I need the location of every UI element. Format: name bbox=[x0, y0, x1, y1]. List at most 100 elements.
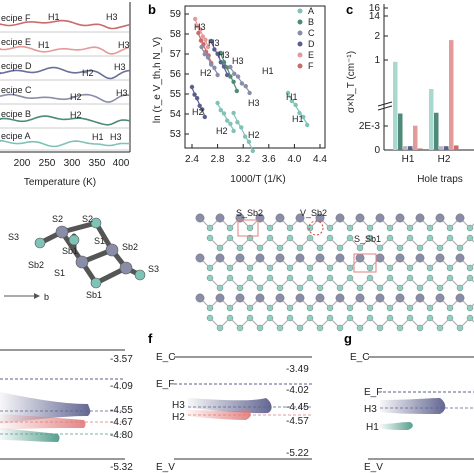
f-ef: E_F bbox=[156, 379, 174, 390]
lattice-atom bbox=[375, 253, 385, 263]
lattice-atom bbox=[386, 314, 394, 322]
b-data-point bbox=[197, 103, 202, 109]
b-ytick-label: 54 bbox=[170, 109, 182, 120]
b-data-point bbox=[225, 65, 230, 70]
b-legend-marker bbox=[297, 30, 303, 36]
lattice-atom bbox=[396, 324, 404, 332]
b-data-point bbox=[193, 16, 198, 22]
recipe-trace bbox=[0, 19, 131, 30]
lattice-atom bbox=[276, 244, 284, 252]
f-trap-h2: H2 bbox=[172, 412, 185, 423]
c-ytick-label: 16 bbox=[369, 3, 381, 14]
b-xtick-label: 2.4 bbox=[185, 154, 199, 165]
atom bbox=[55, 225, 69, 239]
lattice-atom bbox=[326, 304, 334, 312]
lattice-atom bbox=[416, 324, 424, 332]
lattice-atom bbox=[386, 304, 394, 312]
b-legend-marker bbox=[297, 19, 303, 25]
lattice-atom bbox=[346, 314, 354, 322]
lattice-atom bbox=[376, 284, 384, 292]
e-level: -5.32 bbox=[110, 462, 133, 473]
lattice-atom bbox=[406, 304, 414, 312]
v-sb2-circle bbox=[308, 220, 324, 236]
atom-label: S3 bbox=[148, 264, 159, 274]
lattice-atom bbox=[286, 224, 294, 232]
peak-label-h1: H1 bbox=[92, 132, 104, 142]
lattice-atom bbox=[316, 284, 324, 292]
atom bbox=[90, 277, 102, 289]
lattice-atom bbox=[366, 224, 374, 232]
lattice-atom bbox=[206, 234, 214, 242]
atom-label: Sb1 bbox=[62, 246, 78, 256]
b-fit-label: H2 bbox=[248, 130, 260, 140]
lattice-atom bbox=[466, 224, 474, 232]
panel-g-letter: g bbox=[344, 331, 352, 346]
b-fit-label: H2 bbox=[200, 68, 212, 78]
panel-g-levels: g E_C E_F H3 H1 E_V bbox=[344, 331, 474, 473]
lattice-atom bbox=[366, 264, 374, 272]
lattice-atom bbox=[435, 213, 445, 223]
lattice-atom bbox=[286, 234, 294, 242]
lattice-atom bbox=[235, 253, 245, 263]
lattice-atom bbox=[336, 324, 344, 332]
lattice-atom bbox=[346, 274, 354, 282]
a-xtick: 350 bbox=[89, 158, 106, 169]
peak-label-h3: H3 bbox=[106, 12, 118, 22]
lattice-atom bbox=[206, 264, 214, 272]
lattice-atom bbox=[375, 213, 385, 223]
lattice-atom bbox=[386, 224, 394, 232]
lattice-atom bbox=[195, 253, 205, 263]
c-bar bbox=[429, 89, 434, 150]
lattice-atom bbox=[346, 224, 354, 232]
atom-label: Sb1 bbox=[86, 290, 102, 300]
lattice-atom bbox=[406, 314, 414, 322]
recipe-trace bbox=[0, 45, 131, 55]
lattice-atom bbox=[336, 244, 344, 252]
lattice-atom bbox=[416, 244, 424, 252]
c-axis-break bbox=[377, 105, 393, 111]
b-fit-line bbox=[233, 113, 254, 151]
lattice-atom bbox=[216, 324, 224, 332]
lattice-atom bbox=[355, 293, 365, 303]
b-data-point bbox=[232, 71, 237, 77]
lattice-atom bbox=[455, 253, 465, 263]
lattice-atom bbox=[306, 234, 314, 242]
atom bbox=[134, 269, 146, 281]
defect-label-vsb2: V_Sb2 bbox=[300, 208, 327, 218]
f-ev: E_V bbox=[156, 462, 175, 473]
lattice-atom bbox=[295, 293, 305, 303]
b-data-point bbox=[194, 96, 200, 101]
lattice-atom bbox=[366, 314, 374, 322]
s-sb2-box bbox=[237, 219, 259, 237]
peak-label-h3: H3 bbox=[118, 40, 130, 50]
lattice-atom bbox=[296, 284, 304, 292]
lattice-atom bbox=[406, 274, 414, 282]
lattice-atom bbox=[346, 264, 354, 272]
lattice-atom bbox=[276, 324, 284, 332]
atom-label: Sb2 bbox=[28, 260, 44, 270]
b-data-point bbox=[202, 52, 207, 57]
lattice-atom bbox=[456, 244, 464, 252]
b-data-point bbox=[239, 81, 245, 86]
a-xtick: 300 bbox=[64, 158, 81, 169]
lattice-atom bbox=[215, 253, 225, 263]
lattice-atom bbox=[306, 274, 314, 282]
e-level: -4.55 bbox=[110, 405, 133, 416]
e-level: -4.67 bbox=[110, 417, 133, 428]
c-ytick-label: 14 bbox=[369, 11, 381, 22]
lattice-atom bbox=[216, 284, 224, 292]
lattice-atom bbox=[315, 253, 325, 263]
peak-label-h2: H2 bbox=[70, 110, 82, 120]
b-data-point bbox=[218, 108, 223, 113]
recipe-trace bbox=[0, 66, 131, 80]
b-xtick-label: 2.8 bbox=[211, 154, 225, 165]
panel-e-levels: -3.57 -4.09 -4.55 -4.67 -4.80 -5.32 bbox=[0, 349, 133, 473]
lattice-atom bbox=[426, 304, 434, 312]
atom bbox=[105, 243, 119, 257]
c-bar bbox=[449, 40, 454, 150]
b-fit-label: H1 bbox=[262, 66, 274, 76]
panel-a-dlts: ecipe F ecipe E ecipe D ecipe C ecipe B ecipe… bbox=[0, 2, 131, 188]
b-data-point bbox=[235, 74, 241, 79]
lattice-atom bbox=[426, 264, 434, 272]
b-data-point bbox=[195, 24, 200, 29]
